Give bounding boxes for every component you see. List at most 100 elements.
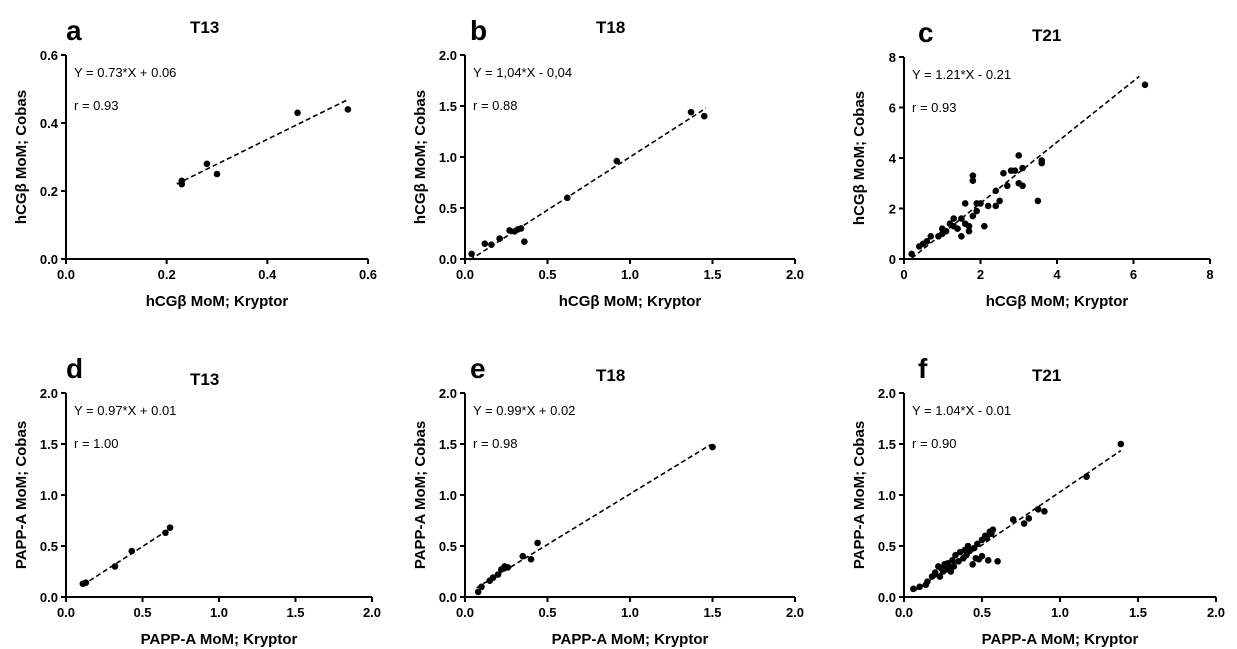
panel-c: c T21 0 2 4 6 8 0 2 4 6 8 hCGβ MoM; Kryptor hCGβ MoM;…: [851, 17, 1214, 310]
data-point: [1003, 182, 1011, 190]
x-tick-label: 6: [1130, 267, 1137, 282]
x-tick-label: 1.0: [210, 605, 228, 620]
data-point: [488, 241, 495, 249]
data-point: [1020, 520, 1028, 527]
data-point: [977, 200, 984, 207]
data-point: [945, 563, 953, 570]
data-point: [82, 579, 90, 587]
data-point: [1034, 197, 1042, 205]
data-point: [613, 157, 621, 165]
data-point: [506, 227, 513, 234]
x-tick-label: 1.5: [286, 605, 304, 620]
x-tick-label: 0.5: [133, 605, 151, 620]
data-point: [111, 563, 119, 570]
y-tick-label: 0.5: [40, 539, 58, 554]
data-point: [947, 568, 955, 575]
panel-b: b T18 0.0 0.5 1.0 1.5 2.0 0.0 0.5 1.0 1.5 2.0 hCGβ M…: [412, 15, 804, 310]
data-point: [1000, 169, 1007, 177]
x-tick-label: 0.2: [158, 267, 176, 282]
y-tick-label: 0.0: [878, 590, 896, 605]
data-point: [496, 235, 503, 242]
data-point: [709, 443, 716, 451]
data-point: [1015, 152, 1023, 159]
y-tick-label: 2.0: [439, 48, 457, 63]
correlation-coefficient: r = 0.93: [912, 100, 956, 115]
regression-line: [476, 443, 712, 589]
data-point: [924, 578, 931, 585]
x-axis-label: PAPP-A MoM; Kryptor: [982, 631, 1139, 648]
x-tick-label: 0: [900, 267, 907, 282]
y-tick-label: 0.2: [40, 184, 58, 199]
data-point: [969, 172, 977, 179]
data-point: [527, 555, 535, 563]
data-point: [1041, 508, 1048, 515]
data-point: [984, 202, 992, 210]
data-point: [494, 571, 502, 578]
y-tick-label: 1.0: [439, 150, 457, 165]
data-point: [965, 227, 973, 235]
data-point: [942, 227, 950, 235]
y-tick-label: 0.4: [40, 116, 59, 131]
data-point: [203, 160, 211, 168]
panel-d: d T13 0.0 0.5 1.0 1.5 2.0 0.0 0.5 1.0 1.5 2.0 PAPP-A…: [13, 353, 381, 648]
y-axis-label: PAPP-A MoM; Cobas: [412, 421, 429, 569]
correlation-coefficient: r = 0.90: [912, 436, 956, 451]
data-point: [983, 534, 990, 542]
panel-letter: d: [66, 353, 83, 384]
panel-letter: e: [470, 353, 486, 384]
y-tick-label: 1.5: [878, 437, 896, 452]
data-point: [964, 542, 972, 550]
panel-e: e T18 0.0 0.5 1.0 1.5 2.0 0.0 0.5 1.0 1.5 2.0 PAPP-A…: [412, 353, 804, 648]
x-tick-label: 1.5: [1129, 605, 1147, 620]
y-tick-label: 2.0: [439, 386, 457, 401]
data-point: [1019, 182, 1026, 190]
data-point: [966, 547, 973, 555]
data-point: [992, 187, 1000, 195]
y-tick-label: 2: [889, 202, 896, 217]
x-tick-label: 0.0: [895, 605, 913, 620]
x-tick-label: 2.0: [363, 605, 381, 620]
y-tick-label: 0.0: [439, 590, 457, 605]
data-point: [478, 583, 485, 591]
data-point: [955, 558, 962, 565]
data-point: [908, 250, 915, 258]
data-point: [950, 563, 958, 570]
data-point: [489, 574, 497, 581]
x-axis-label: hCGβ MoM; Kryptor: [559, 293, 702, 310]
data-point: [984, 556, 992, 564]
x-tick-label: 1.5: [703, 605, 721, 620]
y-tick-label: 1.0: [40, 488, 58, 503]
data-point: [474, 588, 482, 596]
y-axis-label: hCGβ MoM; Cobas: [13, 90, 30, 224]
data-point: [958, 232, 965, 240]
data-point: [534, 539, 541, 547]
x-tick-label: 1.0: [1051, 605, 1069, 620]
data-point: [1034, 505, 1042, 513]
data-point: [931, 569, 939, 576]
data-point: [1038, 159, 1045, 167]
panel-letter: a: [66, 15, 82, 46]
data-point: [178, 180, 186, 188]
y-tick-label: 1.0: [878, 488, 896, 503]
y-tick-label: 4: [889, 151, 897, 166]
y-tick-label: 6: [889, 101, 896, 116]
x-tick-label: 0.5: [973, 605, 991, 620]
x-tick-label: 1.5: [703, 267, 721, 282]
data-point: [996, 197, 1003, 205]
y-tick-label: 0.5: [439, 201, 457, 216]
panel-letter: c: [918, 17, 934, 48]
x-axis-label: PAPP-A MoM; Kryptor: [552, 631, 709, 648]
data-point: [973, 207, 980, 215]
panel-title: T18: [596, 366, 625, 385]
regression-equation: Y = 1.21*X - 0.21: [912, 67, 1011, 82]
panel-letter: f: [918, 353, 928, 384]
data-point: [936, 573, 944, 580]
y-tick-label: 1.5: [40, 437, 58, 452]
data-point: [504, 564, 512, 571]
y-tick-label: 0: [889, 252, 896, 267]
panel-f: f T21 0.0 0.5 1.0 1.5 2.0 0.0 0.5 1.0 1.5 2.0 PAPP-A…: [851, 353, 1225, 648]
x-tick-label: 0.4: [258, 267, 277, 282]
data-point: [162, 529, 169, 537]
data-point: [700, 112, 708, 120]
data-point: [978, 552, 986, 560]
